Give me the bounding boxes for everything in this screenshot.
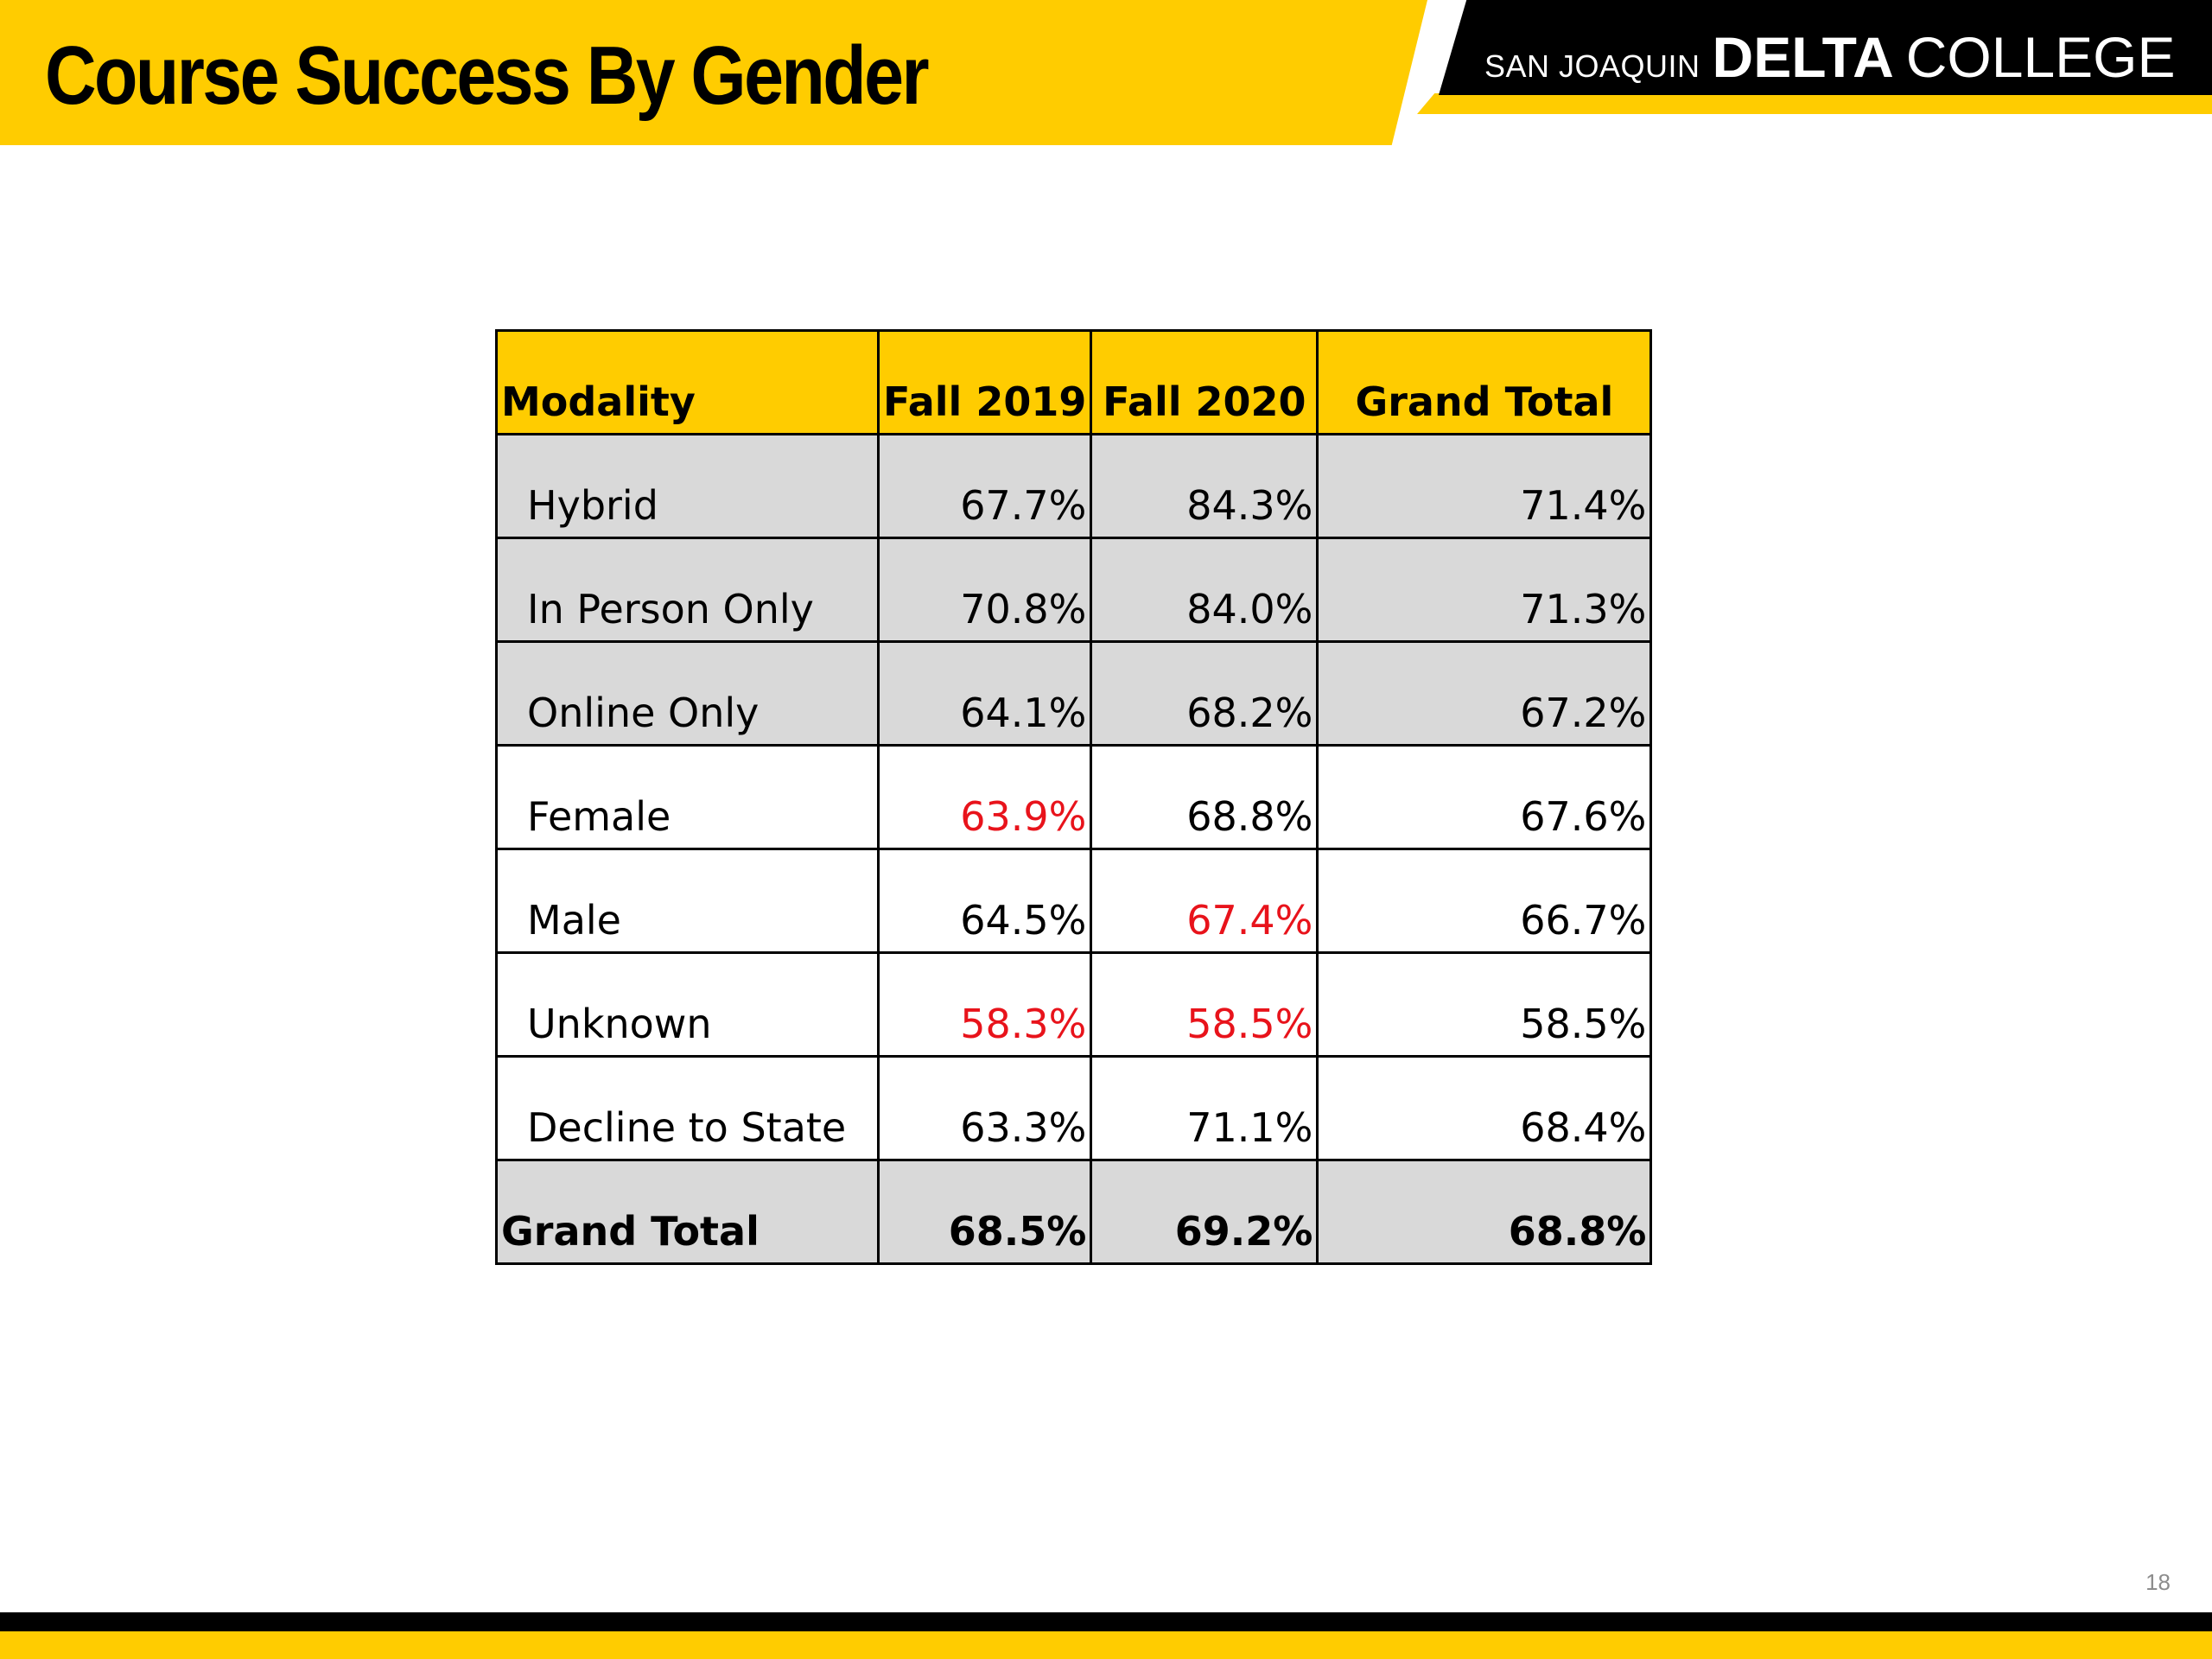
success-table: Modality Fall 2019 Fall 2020 Grand Total… [495,329,1653,1265]
cell-grand-total: 71.4% [1316,433,1653,539]
cell-fall-2020: 71.1% [1090,1055,1319,1161]
cell-fall-2019: 63.3% [876,1055,1093,1161]
row-label: Unknown [495,951,880,1058]
title-banner [0,0,1427,145]
cell-fall-2020: 84.3% [1090,433,1319,539]
page-number: 18 [2145,1569,2171,1595]
cell-fall-2020: 68.8% [1090,744,1319,850]
cell-fall-2020-highlight: 58.5% [1090,951,1319,1058]
table-row: Hybrid 67.7% 84.3% 71.4% [495,433,1653,539]
cell-fall-2019-highlight: 63.9% [876,744,1093,850]
total-fall-2019: 68.5% [876,1159,1093,1265]
header-grand-total: Grand Total [1316,329,1653,435]
footer-black-stripe [0,1612,2212,1631]
footer-yellow-stripe [0,1631,2212,1659]
total-label: Grand Total [495,1159,880,1265]
total-grand-total: 68.8% [1316,1159,1653,1265]
table-row: Decline to State 63.3% 71.1% 68.4% [495,1055,1653,1161]
table-total-row: Grand Total 68.5% 69.2% 68.8% [495,1159,1653,1265]
cell-fall-2020-highlight: 67.4% [1090,848,1319,954]
cell-grand-total: 67.6% [1316,744,1653,850]
table-row: Female 63.9% 68.8% 67.6% [495,744,1653,850]
cell-grand-total: 67.2% [1316,640,1653,747]
cell-fall-2019: 64.1% [876,640,1093,747]
logo-small-text: SAN JOAQUIN [1484,48,1700,84]
cell-fall-2020: 84.0% [1090,537,1319,643]
row-label: Male [495,848,880,954]
cell-grand-total: 58.5% [1316,951,1653,1058]
table-row: Male 64.5% 67.4% 66.7% [495,848,1653,954]
row-label: Decline to State [495,1055,880,1161]
table-row: Unknown 58.3% 58.5% 58.5% [495,951,1653,1058]
cell-fall-2019: 70.8% [876,537,1093,643]
logo-bold-text: DELTA [1712,25,1894,89]
cell-fall-2019: 67.7% [876,433,1093,539]
header-modality: Modality [495,329,880,435]
total-fall-2020: 69.2% [1090,1159,1319,1265]
logo-regular-text: COLLEGE [1905,25,2176,89]
logo-background [1439,0,2212,95]
cell-grand-total: 71.3% [1316,537,1653,643]
table-row: Online Only 64.1% 68.2% 67.2% [495,640,1653,747]
header-fall-2020: Fall 2020 [1090,329,1319,435]
row-label: Online Only [495,640,880,747]
cell-fall-2019-highlight: 58.3% [876,951,1093,1058]
college-logo: SAN JOAQUIN DELTA COLLEGE [1484,24,2176,89]
table-row: In Person Only 70.8% 84.0% 71.3% [495,537,1653,643]
header-fall-2019: Fall 2019 [876,329,1093,435]
row-label: Hybrid [495,433,880,539]
slide-title: Course Success By Gender [45,29,930,122]
logo-accent-stripe [1417,93,2212,114]
cell-fall-2020: 68.2% [1090,640,1319,747]
table-header-row: Modality Fall 2019 Fall 2020 Grand Total [495,329,1653,435]
cell-fall-2019: 64.5% [876,848,1093,954]
cell-grand-total: 68.4% [1316,1055,1653,1161]
row-label: In Person Only [495,537,880,643]
row-label: Female [495,744,880,850]
cell-grand-total: 66.7% [1316,848,1653,954]
